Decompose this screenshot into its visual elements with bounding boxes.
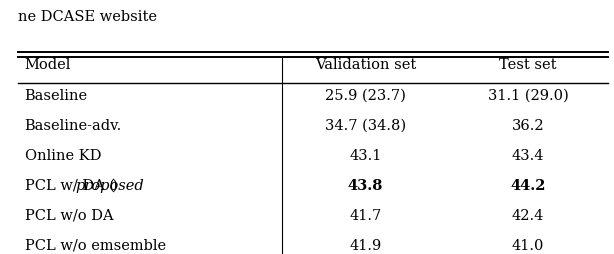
Text: 43.1: 43.1	[349, 149, 381, 163]
Text: Validation set: Validation set	[315, 58, 416, 72]
Text: 36.2: 36.2	[511, 119, 545, 133]
Text: 34.7 (34.8): 34.7 (34.8)	[325, 119, 406, 133]
Text: 41.0: 41.0	[512, 239, 544, 253]
Text: 44.2: 44.2	[510, 179, 546, 193]
Text: Baseline: Baseline	[25, 89, 88, 103]
Text: Baseline-adv.: Baseline-adv.	[25, 119, 122, 133]
Text: 42.4: 42.4	[512, 209, 544, 223]
Text: 25.9 (23.7): 25.9 (23.7)	[325, 89, 406, 103]
Text: Test set: Test set	[499, 58, 557, 72]
Text: Online KD: Online KD	[25, 149, 101, 163]
Text: proposed: proposed	[75, 179, 144, 193]
Text: 43.4: 43.4	[512, 149, 544, 163]
Text: PCL w/o DA: PCL w/o DA	[25, 209, 113, 223]
Text: PCL w/o emsemble: PCL w/o emsemble	[25, 239, 166, 253]
Text: 41.9: 41.9	[349, 239, 381, 253]
Text: 43.8: 43.8	[348, 179, 383, 193]
Text: ): )	[112, 179, 117, 193]
Text: ne DCASE website: ne DCASE website	[18, 10, 157, 24]
Text: PCL w/ DA (: PCL w/ DA (	[25, 179, 115, 193]
Text: 31.1 (29.0): 31.1 (29.0)	[488, 89, 569, 103]
Text: Model: Model	[25, 58, 71, 72]
Text: 41.7: 41.7	[349, 209, 381, 223]
